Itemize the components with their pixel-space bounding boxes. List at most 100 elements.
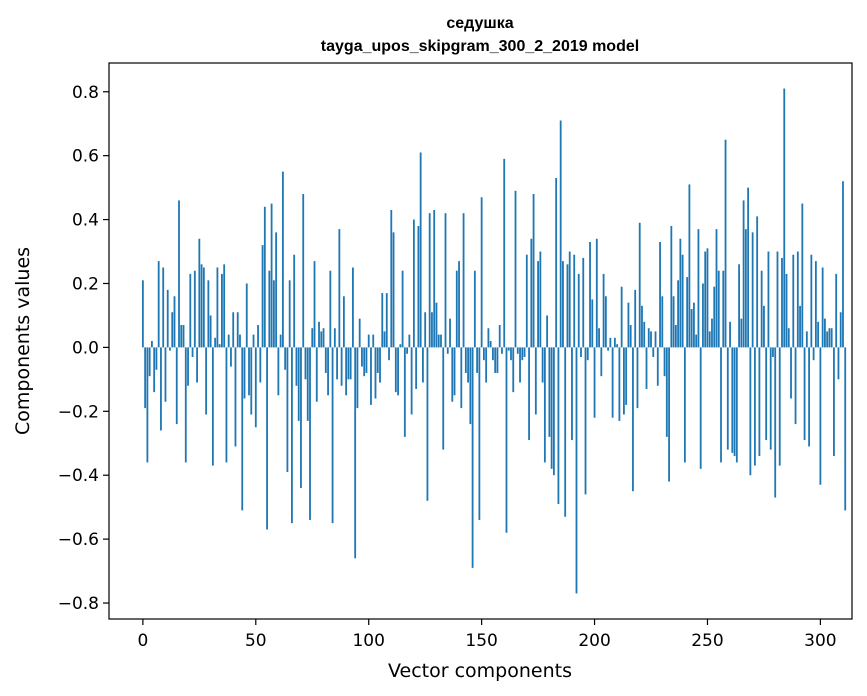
- bar-42: [236, 312, 239, 348]
- bar-143: [464, 347, 467, 373]
- x-tick-label: 0: [137, 631, 148, 651]
- bar-93: [352, 267, 354, 348]
- bar-280: [774, 347, 777, 498]
- bar-3: [148, 347, 151, 377]
- bar-132: [440, 334, 442, 348]
- bar-0: [141, 280, 144, 348]
- bar-301: [821, 267, 824, 348]
- bar-135: [446, 347, 449, 354]
- bar-160: [503, 158, 506, 348]
- bar-166: [516, 347, 519, 354]
- y-tick-label: 0.2: [72, 274, 99, 294]
- bar-15: [175, 347, 178, 425]
- bar-6: [155, 347, 158, 370]
- bar-64: [286, 347, 289, 473]
- bar-243: [690, 309, 693, 348]
- bar-208: [611, 347, 614, 418]
- bar-125: [424, 312, 427, 348]
- bar-200: [593, 347, 596, 418]
- bar-57: [270, 203, 273, 348]
- bar-211: [618, 347, 621, 421]
- bar-260: [729, 321, 731, 348]
- chart-title: седушка: [446, 15, 513, 32]
- bar-310: [842, 181, 844, 348]
- bar-270: [751, 232, 754, 348]
- bar-20: [187, 347, 189, 386]
- bar-69: [297, 347, 300, 421]
- bar-176: [539, 251, 542, 348]
- bar-279: [772, 347, 774, 357]
- bar-86: [336, 347, 338, 380]
- bar-277: [767, 251, 770, 348]
- bar-265: [740, 318, 743, 348]
- bar-138: [453, 347, 456, 396]
- bar-72: [304, 347, 307, 380]
- bar-47: [248, 347, 250, 396]
- bar-21: [189, 273, 192, 348]
- bar-29: [207, 280, 210, 348]
- bar-235: [672, 296, 675, 348]
- bar-237: [677, 280, 680, 348]
- bar-221: [641, 305, 643, 348]
- bar-239: [681, 254, 684, 348]
- bar-1: [144, 347, 147, 409]
- plot-frame: [108, 62, 853, 620]
- bar-248: [702, 283, 704, 348]
- bar-272: [756, 216, 759, 348]
- y-tick-label: −0.4: [58, 466, 99, 486]
- bar-129: [433, 209, 436, 348]
- bar-254: [715, 229, 718, 348]
- bar-51: [257, 325, 259, 348]
- bar-188: [566, 264, 569, 348]
- bar-120: [412, 219, 415, 348]
- bar-185: [559, 120, 562, 348]
- bar-162: [507, 347, 510, 351]
- bar-26: [200, 264, 203, 348]
- bar-165: [514, 190, 517, 348]
- bar-97: [361, 347, 363, 367]
- bar-4: [151, 341, 153, 348]
- bar-63: [284, 347, 287, 370]
- bar-48: [250, 347, 253, 415]
- bar-158: [498, 325, 501, 348]
- bar-290: [796, 251, 799, 348]
- bar-201: [595, 238, 598, 348]
- y-tick-label: −0.8: [58, 594, 99, 614]
- bar-37: [225, 347, 228, 463]
- bar-282: [778, 347, 781, 466]
- bar-195: [582, 257, 585, 348]
- bar-104: [376, 347, 379, 373]
- bar-285: [785, 273, 788, 348]
- bar-5: [153, 347, 156, 393]
- bar-229: [659, 241, 661, 348]
- bar-2: [146, 347, 149, 463]
- bar-289: [794, 347, 797, 425]
- bar-114: [399, 344, 402, 348]
- bar-210: [616, 344, 619, 348]
- bar-186: [562, 261, 564, 348]
- bar-304: [828, 328, 831, 348]
- bar-258: [724, 139, 727, 348]
- y-axis-label: Components values: [12, 247, 34, 435]
- bar-271: [753, 347, 756, 466]
- bar-119: [410, 347, 413, 415]
- bar-196: [584, 347, 587, 495]
- bar-8: [160, 347, 162, 431]
- bar-179: [546, 315, 549, 348]
- bar-170: [525, 254, 528, 348]
- x-axis-label: Vector components: [388, 660, 572, 682]
- bar-311: [844, 347, 847, 511]
- bar-111: [392, 232, 395, 348]
- bar-95: [356, 347, 359, 409]
- bar-56: [268, 270, 271, 348]
- bar-256: [720, 347, 722, 463]
- y-axis-ticks: −0.8 −0.6 −0.4 −0.2 0.0 0.2 0.4 0.6 0.8: [58, 83, 109, 614]
- bar-36: [223, 264, 226, 348]
- bar-32: [214, 337, 217, 348]
- bar-300: [819, 347, 822, 485]
- bar-212: [620, 286, 623, 348]
- bar-149: [478, 347, 481, 520]
- bar-100: [367, 334, 370, 348]
- bar-206: [607, 347, 609, 351]
- bar-90: [345, 347, 348, 396]
